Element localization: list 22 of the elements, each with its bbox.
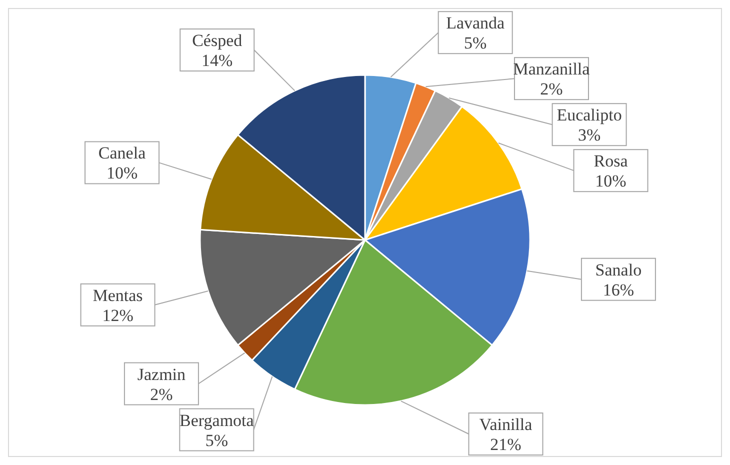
slice-label: Sanalo: [595, 260, 642, 280]
slice-label: Rosa: [594, 152, 628, 171]
data-label: 3%: [578, 126, 601, 145]
data-label: 10%: [106, 164, 138, 183]
data-label: 2%: [150, 384, 173, 404]
slice-label: Mentas: [92, 286, 143, 305]
data-label: 5%: [464, 34, 487, 53]
data-label: 12%: [102, 306, 134, 325]
slice-label: Jazmin: [137, 364, 186, 384]
data-label: 2%: [540, 80, 563, 99]
slice-label: Eucalipto: [556, 106, 622, 125]
data-label: 16%: [602, 280, 634, 300]
slice-label: Vainilla: [479, 415, 533, 434]
slice-label: Manzanilla: [513, 60, 590, 79]
slice-label: Canela: [98, 144, 146, 163]
data-label: 10%: [595, 172, 626, 191]
slice-label: Bergamota: [180, 410, 254, 430]
data-label: 21%: [490, 435, 522, 454]
data-label: 14%: [202, 50, 233, 70]
slice-label: Lavanda: [446, 14, 506, 33]
data-label: 5%: [205, 430, 228, 450]
slice-label: Césped: [192, 30, 243, 50]
